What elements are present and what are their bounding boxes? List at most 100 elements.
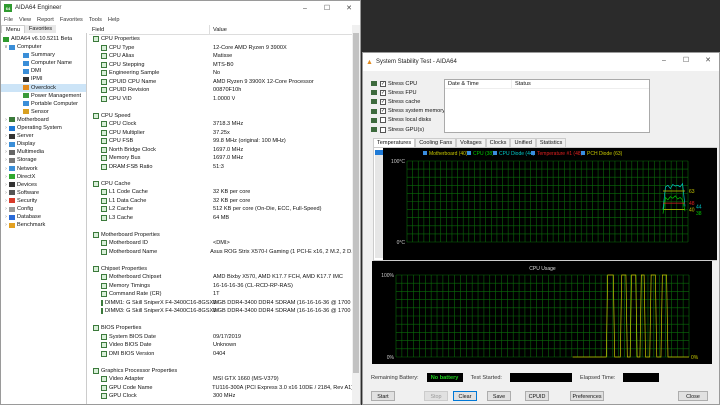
table-row[interactable]: CPU FSB 99.8 MHz (original: 100 MHz) [89, 137, 352, 146]
tab-cooling-fans[interactable]: Cooling Fans [415, 138, 457, 147]
table-row[interactable]: CPU Multiplier 37.25x [89, 129, 352, 138]
stress-option[interactable]: Stress GPU(s) [371, 125, 424, 134]
tab-statistics[interactable]: Statistics [535, 138, 567, 147]
tab-menu[interactable]: Menu [1, 25, 25, 33]
sensor-list[interactable] [375, 150, 383, 258]
cpuid-button[interactable]: CPUID [525, 391, 549, 401]
close-button[interactable]: Close [678, 391, 708, 401]
menu-view[interactable]: View [19, 16, 32, 23]
table-row[interactable]: Motherboard Chipset AMD Bixby X570, AMD K… [89, 273, 352, 282]
checkbox[interactable]: ✓ [380, 80, 386, 87]
tree-item[interactable]: › Display [1, 140, 86, 148]
start-button[interactable]: Start [371, 391, 395, 401]
tree-item[interactable]: Power Management [1, 92, 86, 100]
column-value[interactable]: Value [213, 27, 227, 33]
close-button[interactable]: ✕ [346, 5, 352, 12]
chevron-right-icon[interactable]: › [5, 116, 7, 123]
legend-checkbox[interactable] [531, 151, 535, 155]
tree-item[interactable]: › Server [1, 132, 86, 140]
group-header-row[interactable]: Chipset Properties [89, 265, 352, 274]
checkbox[interactable] [380, 126, 386, 133]
tree-item[interactable]: Portable Computer [1, 100, 86, 108]
tab-favorites[interactable]: Favorites [25, 25, 57, 33]
table-row[interactable]: North Bridge Clock 1697.0 MHz [89, 146, 352, 155]
tree-item[interactable]: › DirectX [1, 173, 86, 181]
tab-temperatures[interactable]: Temperatures [373, 138, 416, 147]
table-row[interactable]: Video Adapter MSI GTX 1660 (MS-V379) [89, 375, 352, 384]
tree-item[interactable]: Overclock [1, 83, 86, 92]
stress-option[interactable]: ✓ Stress cache [371, 97, 420, 106]
stress-option[interactable]: ✓ Stress FPU [371, 88, 417, 97]
table-row[interactable]: DRAM:FSB Ratio 51:3 [89, 163, 352, 172]
legend-checkbox[interactable] [493, 151, 497, 155]
table-row[interactable]: DIMM3: G Skill SniperX F4-3400C16-8GSXW 8… [89, 307, 352, 316]
legend-item[interactable]: CPU Diode (44) [493, 151, 535, 157]
tree-item[interactable]: › Software [1, 189, 86, 197]
tree-item[interactable]: › Database [1, 213, 86, 221]
legend-checkbox[interactable] [467, 151, 471, 155]
minimize-button[interactable]: – [303, 4, 307, 12]
tree-item[interactable]: › Security [1, 197, 86, 205]
chevron-right-icon[interactable]: › [5, 197, 7, 204]
tree-item[interactable]: Summary [1, 51, 86, 59]
legend-checkbox[interactable] [423, 151, 427, 155]
chevron-right-icon[interactable]: › [5, 205, 7, 212]
table-row[interactable]: CPU Stepping MTS-B0 [89, 61, 352, 70]
checkbox[interactable] [380, 117, 386, 124]
chevron-right-icon[interactable]: › [5, 149, 7, 156]
clear-button[interactable]: Clear [453, 391, 477, 401]
sst-close-button[interactable]: ✕ [705, 57, 711, 64]
stress-option[interactable]: ✓ Stress system memory [371, 107, 445, 116]
tree-item[interactable]: › Network [1, 165, 86, 173]
legend-item[interactable]: Motherboard (40) [423, 151, 468, 157]
group-header-row[interactable]: CPU Speed [89, 112, 352, 121]
table-row[interactable]: CPU VID 1.0000 V [89, 95, 352, 104]
table-row[interactable]: DMI BIOS Version 0404 [89, 350, 352, 359]
tree-item[interactable]: IPMI [1, 75, 86, 83]
checkbox[interactable]: ✓ [380, 98, 386, 105]
checkbox[interactable]: ✓ [380, 108, 386, 115]
tree-item[interactable]: ∨ Computer [1, 43, 86, 51]
chevron-right-icon[interactable]: › [5, 181, 7, 188]
group-header-row[interactable]: BIOS Properties [89, 324, 352, 333]
table-row[interactable]: L2 Cache 512 KB per core (On-Die, ECC, Fu… [89, 205, 352, 214]
table-row[interactable]: L3 Cache 64 MB [89, 214, 352, 223]
tree-item[interactable]: › Benchmark [1, 221, 86, 229]
table-row[interactable]: Memory Bus 1697.0 MHz [89, 154, 352, 163]
table-row[interactable]: Motherboard Name Asus ROG Strix X570-I Ga… [89, 248, 352, 257]
menu-favorites[interactable]: Favorites [59, 16, 83, 23]
table-row[interactable]: L1 Data Cache 32 KB per core [89, 197, 352, 206]
group-header-row[interactable]: CPU Properties [89, 35, 352, 44]
log-column-status[interactable]: Status [515, 81, 531, 87]
tree-item[interactable]: › Operating System [1, 124, 86, 132]
maximize-button[interactable]: ☐ [323, 5, 331, 12]
table-row[interactable]: Command Rate (CR) 1T [89, 290, 352, 299]
table-row[interactable]: L1 Code Cache 32 KB per core [89, 188, 352, 197]
legend-item[interactable]: Temperature #1 (48) [531, 151, 583, 157]
chevron-right-icon[interactable]: › [5, 189, 7, 196]
table-row[interactable]: GPU Code Name TU116-300A (PCI Express 3.0… [89, 384, 352, 393]
chevron-right-icon[interactable]: › [5, 165, 7, 172]
table-row[interactable]: Video BIOS Date Unknown [89, 341, 352, 350]
group-header-row[interactable]: Motherboard Properties [89, 231, 352, 240]
sst-minimize-button[interactable]: – [662, 56, 666, 64]
menu-file[interactable]: File [4, 16, 14, 23]
save-button[interactable]: Save [487, 391, 511, 401]
tab-unified[interactable]: Unified [510, 138, 536, 147]
chevron-right-icon[interactable]: › [5, 222, 7, 229]
tree-item[interactable]: › Multimedia [1, 148, 86, 156]
stress-option[interactable]: ✓ Stress CPU [371, 79, 417, 88]
tree-item[interactable]: AIDA64 v6.10.5211 Beta [1, 35, 86, 43]
vertical-scrollbar[interactable] [352, 25, 360, 404]
log-column-date[interactable]: Date & Time [445, 80, 512, 88]
tree-item[interactable]: Sensor [1, 108, 86, 116]
legend-checkbox[interactable] [581, 151, 585, 155]
preferences-button[interactable]: Preferences [570, 391, 604, 401]
table-row[interactable]: Memory Timings 16-16-16-36 (CL-RCD-RP-RAS… [89, 282, 352, 291]
tree-item[interactable]: DMI [1, 67, 86, 75]
group-header-row[interactable]: Graphics Processor Properties [89, 367, 352, 376]
group-header-row[interactable]: CPU Cache [89, 180, 352, 189]
table-row[interactable]: GPU Clock 300 MHz [89, 392, 352, 401]
table-row[interactable]: Engineering Sample No [89, 69, 352, 78]
table-row[interactable]: CPUID CPU Name AMD Ryzen 9 3900X 12-Core … [89, 78, 352, 87]
